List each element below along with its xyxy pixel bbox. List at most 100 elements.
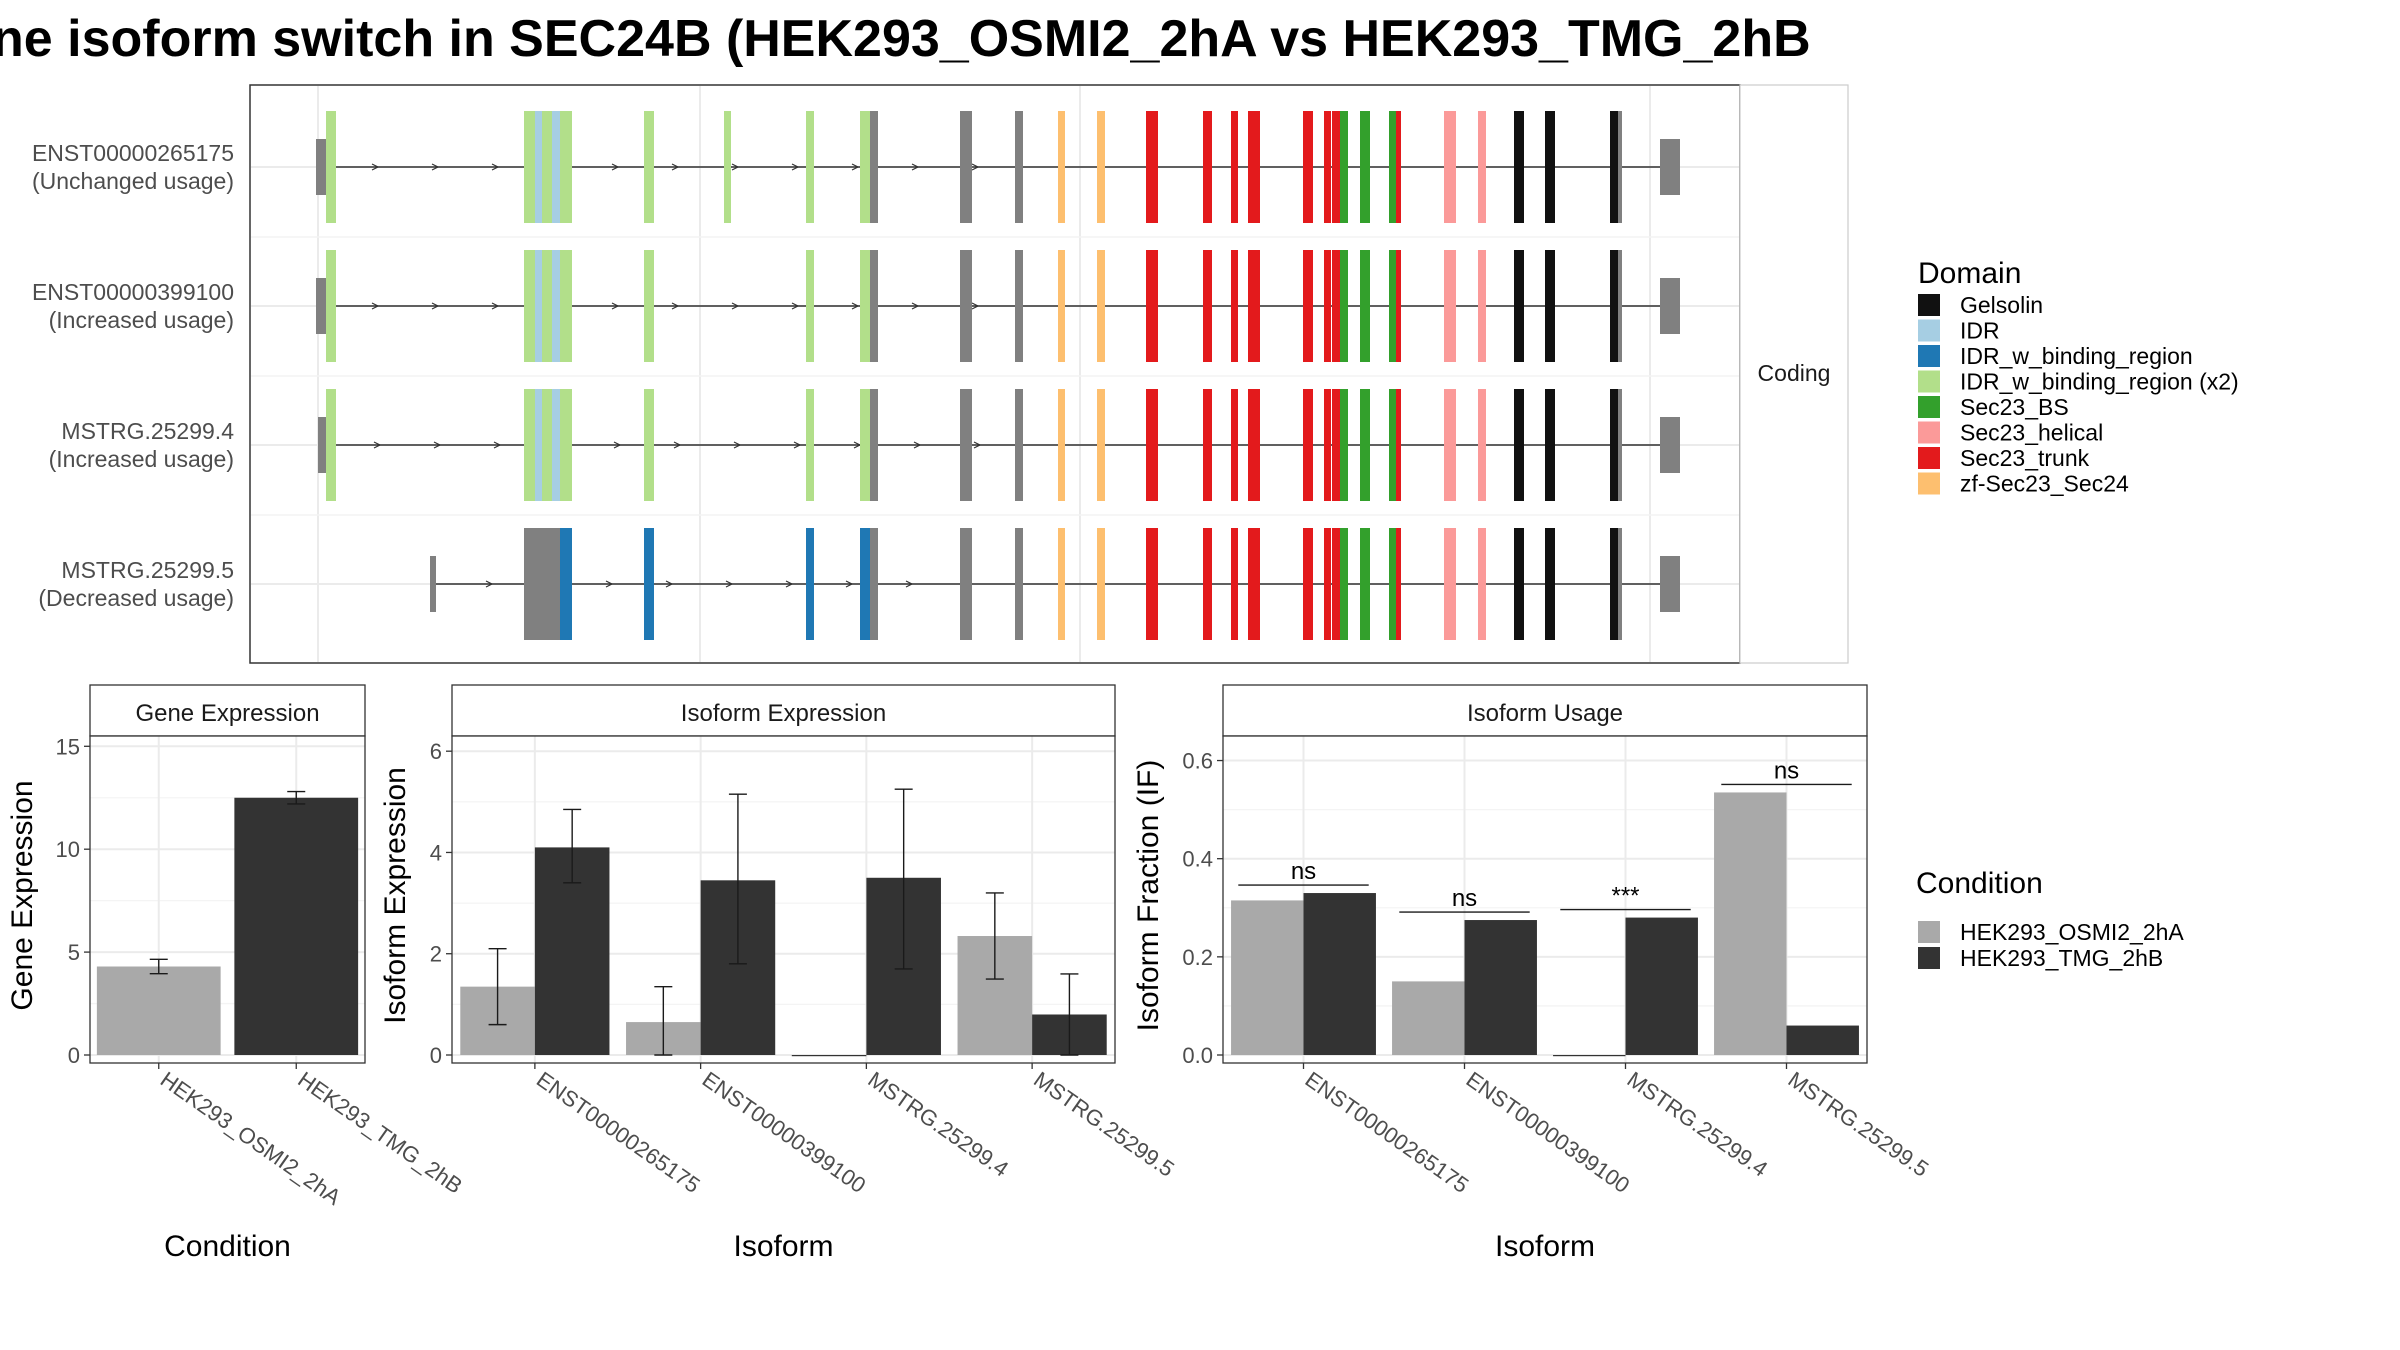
- coding-facet-label: Coding: [1758, 360, 1831, 386]
- coding-exon: [1610, 250, 1618, 362]
- condition-legend-title: Condition: [1916, 867, 2043, 900]
- legend-swatch: [1918, 345, 1940, 367]
- domain-legend-item-idr-w-binding-region: IDR_w_binding_region: [1918, 343, 2193, 369]
- isoform-expression-chart: Isoform Expression 0 2 4 6 ENST00000265175ENS…: [379, 684, 1179, 1263]
- coding-exon: [1618, 528, 1622, 640]
- utr-exon: [316, 139, 326, 195]
- strand-arrow-icon: [733, 441, 742, 449]
- strand-arrow-icon: [613, 441, 622, 449]
- strand-arrow-icon: [973, 441, 982, 449]
- coding-exon: [560, 528, 572, 640]
- x-axis-title: Isoform: [1495, 1230, 1595, 1263]
- coding-exon: [1248, 111, 1260, 223]
- strand-arrow-icon: [851, 163, 860, 171]
- legend-swatch: [1918, 947, 1940, 969]
- coding-exon: [1324, 528, 1331, 640]
- y-tick-label: 0.0: [1182, 1043, 1213, 1068]
- transcript-panel-frame: [249, 84, 1741, 664]
- coding-exon: [535, 111, 542, 223]
- legend-swatch: [1918, 370, 1940, 393]
- bar: [1303, 893, 1376, 1055]
- facet-strip: [89, 684, 366, 737]
- strand-arrow-icon: [845, 580, 854, 588]
- coding-exon: [644, 528, 654, 640]
- legend-label: zf-Sec23_Sec24: [1960, 471, 2129, 497]
- transcript-track-mstrg-25299-4: [318, 389, 1680, 501]
- coding-exon: [552, 389, 560, 501]
- utr-exon: [316, 278, 326, 334]
- coding-exon: [524, 528, 560, 640]
- coding-exon: [1324, 111, 1331, 223]
- coding-exon: [1444, 389, 1456, 501]
- strand-arrow-icon: [971, 302, 980, 310]
- coding-exon: [1146, 250, 1158, 362]
- legend-swatch: [1918, 472, 1940, 495]
- coding-exon: [1389, 250, 1396, 362]
- x-tick-label: MSTRG.25299.4: [864, 1067, 1014, 1182]
- strand-arrow-icon: [791, 302, 800, 310]
- y-tick-label: 4: [430, 840, 442, 865]
- strand-arrow-icon: [485, 580, 494, 588]
- strand-arrow-icon: [605, 580, 614, 588]
- coding-exon: [1015, 250, 1023, 362]
- bar: [1714, 792, 1787, 1055]
- coding-exon: [1097, 528, 1105, 640]
- coding-exon: [1203, 111, 1212, 223]
- transcript-id-label: MSTRG.25299.4: [61, 418, 234, 444]
- coding-exon: [524, 250, 535, 362]
- legend-label: IDR_w_binding_region (x2): [1960, 369, 2239, 395]
- coding-exon: [1444, 528, 1456, 640]
- coding-exon: [1324, 389, 1331, 501]
- transcript-id-label: MSTRG.25299.5: [61, 557, 234, 583]
- plot-frame: [1222, 735, 1868, 1064]
- transcript-track-mstrg-25299-5: [430, 528, 1680, 640]
- gene-expression-chart: Gene Expression051015HEK293_OSMI2_2hAHEK…: [6, 684, 467, 1263]
- y-tick-label: 5: [68, 940, 80, 965]
- legend-label: Gelsolin: [1960, 292, 2043, 318]
- bar: [1392, 981, 1465, 1055]
- strand-arrow-icon: [785, 580, 794, 588]
- strand-arrow-icon: [851, 302, 860, 310]
- chart-title: Isoform Expression: [681, 700, 886, 727]
- legend-swatch: [1918, 921, 1940, 943]
- legend-label: HEK293_OSMI2_2hA: [1960, 919, 2184, 945]
- strand-arrow-icon: [725, 580, 734, 588]
- significance-label: ns: [1452, 885, 1477, 912]
- figure-title: ne isoform switch in SEC24B (HEK293_OSMI…: [0, 10, 1811, 68]
- coding-exon: [1231, 528, 1238, 640]
- coding-exon: [1545, 111, 1555, 223]
- coding-exon: [1340, 111, 1348, 223]
- coding-exon: [960, 111, 972, 223]
- bar: [791, 1055, 867, 1057]
- coding-exon: [1389, 389, 1396, 501]
- utr-exon: [430, 556, 436, 612]
- coding-exon: [1231, 250, 1238, 362]
- strand-arrow-icon: [371, 163, 380, 171]
- strand-arrow-icon: [611, 163, 620, 171]
- coding-exon: [870, 250, 878, 362]
- coding-exon: [1545, 528, 1555, 640]
- bar: [1786, 1025, 1859, 1055]
- significance-label: ***: [1611, 883, 1639, 910]
- significance-label: ns: [1774, 757, 1799, 784]
- transcript-id-label: ENST00000399100: [32, 279, 234, 305]
- coding-exon: [1203, 250, 1212, 362]
- coding-exon: [806, 250, 814, 362]
- coding-exon: [1058, 528, 1065, 640]
- coding-exon: [552, 111, 560, 223]
- coding-exon: [1015, 389, 1023, 501]
- coding-exon: [1389, 111, 1396, 223]
- y-axis-title: Gene Expression: [6, 780, 39, 1010]
- coding-exon: [1444, 250, 1456, 362]
- coding-exon: [552, 250, 560, 362]
- x-axis-title: Condition: [164, 1230, 291, 1263]
- coding-exon: [1478, 250, 1486, 362]
- coding-exon: [1231, 389, 1238, 501]
- strand-arrow-icon: [431, 302, 440, 310]
- significance-label: ns: [1291, 858, 1316, 885]
- y-axis-title: Isoform Expression: [379, 767, 412, 1024]
- coding-exon: [1203, 528, 1212, 640]
- coding-exon: [1332, 389, 1340, 501]
- coding-exon: [1332, 528, 1340, 640]
